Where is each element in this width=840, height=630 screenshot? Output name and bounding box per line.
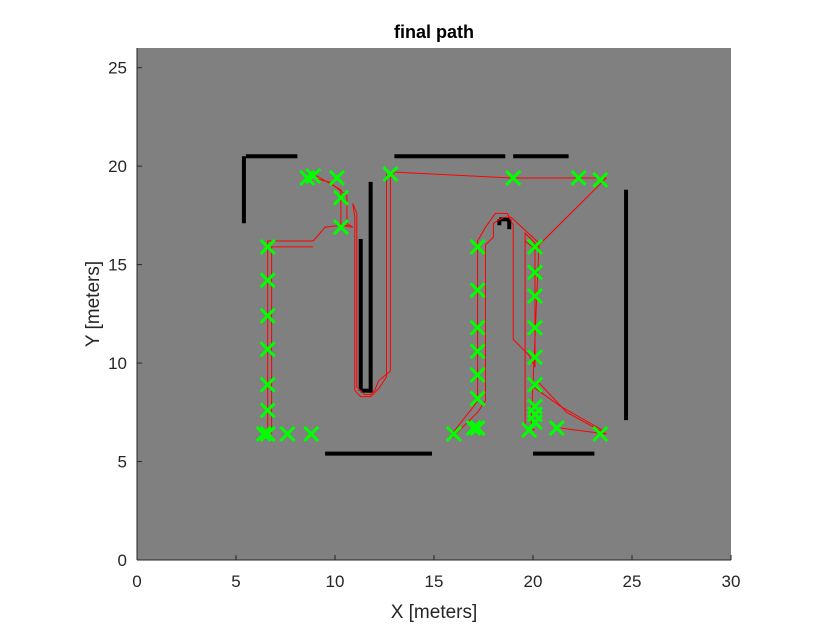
waypoint-marker-35 <box>520 421 538 439</box>
path-segment-6 <box>352 174 387 398</box>
waypoint-marker-7 <box>255 425 272 443</box>
waypoint-marker-3 <box>259 341 276 358</box>
y-tick-label-1: 5 <box>118 453 127 472</box>
waypoint-marker-21 <box>469 390 486 407</box>
waypoint-marker-17 <box>469 282 486 299</box>
path-segment-2 <box>312 224 353 242</box>
waypoint-marker-26 <box>526 238 544 255</box>
waypoint-marker-14 <box>332 219 350 236</box>
waypoint-marker-1 <box>259 272 276 289</box>
waypoint-marker-24 <box>465 420 482 437</box>
y-tick-label-4: 20 <box>108 157 127 176</box>
obstacles <box>241 154 629 456</box>
x-tick-label-1: 5 <box>231 572 240 591</box>
path-segment-0 <box>267 240 314 438</box>
path-segment-4 <box>313 177 354 228</box>
waypoint-marker-6 <box>259 425 276 443</box>
waypoint-marker-31 <box>526 376 544 393</box>
x-axis-label: X [meters] <box>391 602 478 623</box>
y-axis-label: Y [meters] <box>83 261 104 347</box>
waypoint-marker-13 <box>332 189 350 206</box>
waypoint-marker-37 <box>570 169 587 187</box>
waypoint-markers <box>255 165 609 443</box>
waypoint-marker-0 <box>259 238 276 255</box>
waypoint-marker-25 <box>505 169 522 187</box>
waypoint-marker-30 <box>526 349 544 366</box>
waypoint-marker-20 <box>469 366 486 383</box>
y-tick-label-3: 15 <box>108 256 127 275</box>
waypoint-marker-9 <box>303 425 320 443</box>
x-tick-label-3: 15 <box>425 572 444 591</box>
y-tick-label-5: 25 <box>108 59 127 78</box>
waypoint-marker-28 <box>526 288 544 305</box>
waypoint-marker-18 <box>469 319 486 336</box>
waypoint-marker-27 <box>526 264 544 281</box>
waypoint-marker-29 <box>526 319 544 336</box>
y-tick-label-2: 10 <box>108 354 127 373</box>
x-tick-label-2: 10 <box>326 572 345 591</box>
waypoint-marker-39 <box>592 425 609 443</box>
axes: 0 5 10 15 20 25 30 0 5 10 15 20 25 <box>108 48 740 591</box>
path-segment-1 <box>271 246 314 434</box>
waypoint-marker-5 <box>259 402 276 419</box>
waypoint-marker-23 <box>445 425 462 443</box>
plot-area <box>137 48 731 560</box>
waypoint-marker-8 <box>279 425 296 443</box>
waypoint-marker-11 <box>305 167 322 185</box>
waypoint-marker-38 <box>592 171 609 188</box>
x-tick-label-5: 25 <box>623 572 642 591</box>
waypoint-marker-4 <box>259 376 276 393</box>
x-tick-label-0: 0 <box>132 572 141 591</box>
path-segment-9 <box>451 212 536 435</box>
waypoint-marker-19 <box>469 343 486 360</box>
x-tick-label-6: 30 <box>722 572 741 591</box>
waypoint-marker-22 <box>469 420 486 437</box>
y-tick-label-0: 0 <box>118 551 127 570</box>
chart-title: final path <box>394 22 474 42</box>
waypoint-marker-12 <box>328 169 346 187</box>
waypoint-marker-2 <box>259 307 276 324</box>
waypoint-marker-15 <box>382 165 399 183</box>
waypoint-marker-16 <box>469 238 486 255</box>
waypoint-marker-36 <box>548 420 565 437</box>
path-segment-5 <box>352 171 395 396</box>
x-tick-label-4: 20 <box>524 572 543 591</box>
